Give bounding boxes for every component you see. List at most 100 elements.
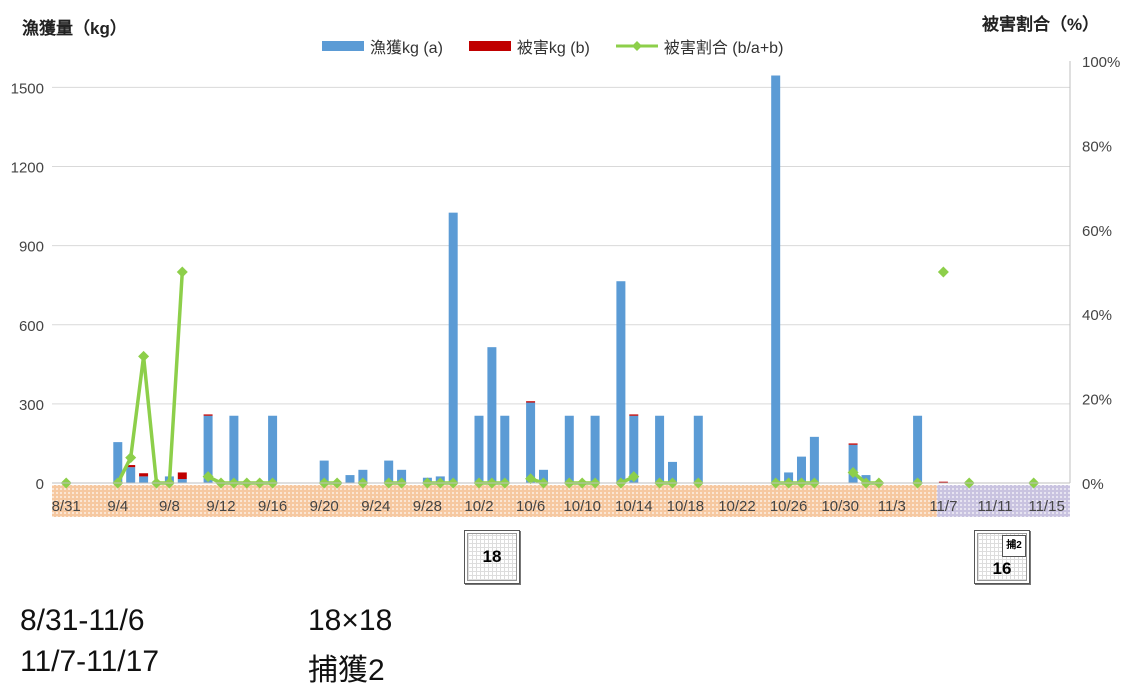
bar-catch	[358, 469, 368, 483]
ratio-point	[937, 266, 949, 278]
bar-catch	[268, 415, 278, 483]
x-tick-label: 11/15	[1028, 498, 1064, 515]
y-tick-right: 100%	[1082, 54, 1120, 71]
y-tick-left: 600	[19, 318, 44, 335]
y-tick-left: 300	[19, 397, 44, 414]
bar-catch	[913, 415, 923, 483]
bar-catch	[500, 415, 510, 483]
capture-tag: 捕2	[1002, 535, 1026, 557]
bar-catch	[229, 415, 239, 483]
ratio-point	[125, 452, 137, 464]
footer-gear-1: 18×18	[308, 604, 393, 637]
bar-catch	[177, 479, 187, 483]
mesh-size-box-16: 捕2 16	[974, 530, 1030, 584]
ratio-point	[138, 350, 150, 362]
band-period-2	[936, 485, 1070, 517]
y-tick-left: 1200	[11, 160, 44, 177]
legend-label-catch: 漁獲kg (a)	[370, 40, 443, 57]
bar-catch	[345, 475, 355, 483]
ratio-line-segment	[141, 354, 159, 485]
ratio-line-segment	[128, 354, 146, 460]
footer-period-1: 8/31-11/6	[20, 604, 145, 637]
bar-catch	[629, 415, 639, 483]
bar-catch	[796, 456, 806, 483]
right-axis-title: 被害割合（%）	[982, 15, 1100, 34]
legend-item-catch: 漁獲kg (a)	[322, 34, 443, 58]
bar-catch	[448, 212, 458, 483]
mesh-label-18: 18	[482, 547, 502, 566]
period-bands	[52, 485, 1070, 517]
legend-item-damage: 被害kg (b)	[468, 34, 590, 58]
bar-catch	[526, 402, 536, 483]
bar-catch	[487, 347, 497, 483]
ratio-point	[628, 471, 640, 483]
bar-damage	[629, 414, 639, 416]
y-tick-right: 20%	[1082, 392, 1112, 409]
x-tick-label: 9/4	[107, 498, 128, 515]
legend-label-damage: 被害kg (b)	[516, 40, 590, 57]
bar-catch	[564, 415, 574, 483]
ratio-point	[847, 466, 859, 478]
band-period-1	[52, 485, 937, 517]
x-tick-label: 10/30	[821, 498, 859, 515]
x-tick-label: 8/31	[52, 498, 81, 515]
y-tick-left: 0	[36, 476, 44, 493]
left-axis-title: 漁獲量（kg）	[22, 19, 127, 38]
x-tick-label: 9/8	[159, 498, 180, 515]
bar-series	[113, 75, 948, 483]
x-tick-label: 9/28	[413, 498, 442, 515]
bar-catch	[655, 415, 665, 483]
bar-catch	[397, 469, 407, 483]
legend-swatch-ratio	[615, 41, 658, 51]
x-tick-label: 11/7	[929, 498, 957, 515]
bar-catch	[474, 415, 484, 483]
bar-catch	[809, 436, 819, 483]
bar-damage	[139, 473, 149, 477]
bar-catch	[693, 415, 703, 483]
bar-catch	[771, 75, 781, 483]
legend-swatch-catch	[322, 41, 364, 51]
bar-catch	[113, 442, 123, 483]
bar-catch	[590, 415, 600, 483]
bar-damage	[126, 465, 136, 468]
ratio-point	[525, 473, 537, 485]
footer-period-2: 11/7-11/17	[20, 645, 159, 678]
bar-catch	[848, 444, 858, 483]
x-tick-label: 9/20	[310, 498, 339, 515]
x-tick-label: 9/12	[206, 498, 235, 515]
x-tick-label: 10/14	[615, 498, 653, 515]
x-tick-label: 10/2	[464, 498, 493, 515]
axes: 0 300 600 900 1200 1500 0% 20% 40% 60% 80% 100% 8/31…	[11, 54, 1121, 515]
x-tick-label: 9/24	[361, 498, 390, 515]
ratio-point	[202, 471, 214, 483]
bar-damage	[938, 481, 948, 483]
footer-gear-2: 捕獲2	[308, 654, 385, 687]
y-tick-right: 80%	[1082, 138, 1112, 155]
mesh-pattern	[467, 533, 517, 581]
y-tick-right: 0%	[1082, 476, 1104, 493]
x-tick-label: 10/6	[516, 498, 545, 515]
x-tick-label: 11/11	[977, 498, 1012, 515]
x-tick-label: 10/10	[563, 498, 601, 515]
bar-damage	[177, 472, 187, 480]
y-tick-left: 1500	[11, 80, 44, 97]
ratio-point	[176, 266, 188, 278]
x-tick-label: 10/22	[718, 498, 756, 515]
bar-catch	[616, 281, 626, 483]
y-tick-right: 40%	[1082, 307, 1112, 324]
bar-catch	[203, 415, 213, 483]
bar-catch	[139, 476, 149, 483]
legend-swatch-damage	[468, 41, 511, 51]
legend: 漁獲kg (a) 被害kg (b) 被害割合 (b/a+b)	[322, 34, 783, 58]
y-tick-right: 60%	[1082, 223, 1112, 240]
y-tick-left: 900	[19, 239, 44, 256]
bar-catch	[667, 461, 677, 483]
ratio-line-segment	[116, 455, 133, 485]
mesh-label-16: 16	[992, 559, 1012, 578]
bar-catch	[538, 469, 548, 483]
x-tick-label: 11/3	[878, 498, 906, 515]
legend-label-ratio: 被害割合 (b/a+b)	[663, 40, 784, 57]
ratio-line-segment	[167, 270, 185, 485]
bar-damage	[526, 401, 536, 403]
